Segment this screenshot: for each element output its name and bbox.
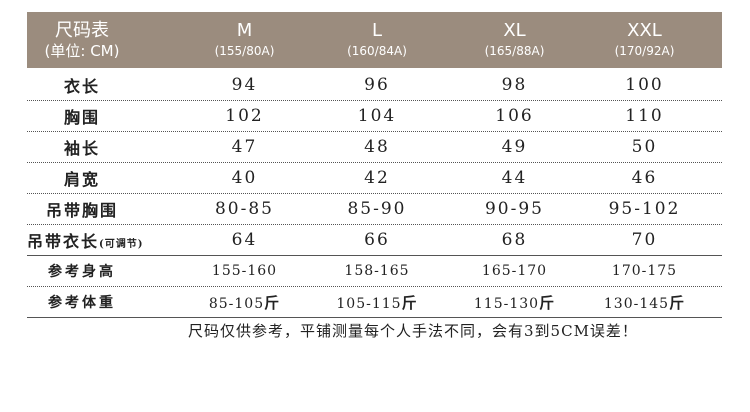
- value-text: 158-165: [344, 263, 410, 279]
- chart-title: 尺码表: [55, 20, 109, 41]
- row-value: 106: [495, 106, 534, 126]
- row-label-text: 衣长: [63, 77, 100, 96]
- row-label: 吊带衣长(可调节): [27, 228, 142, 252]
- row-label-text: 吊带衣长: [27, 232, 100, 251]
- table-row: 肩宽 40 42 44 46: [27, 163, 722, 194]
- value-text: 105-115: [336, 295, 402, 312]
- row-value: 105-115斤: [322, 292, 432, 313]
- row-value: 104: [357, 106, 397, 126]
- row-value: 48: [364, 137, 390, 157]
- row-sublabel: (可调节): [99, 239, 144, 250]
- size-spec: (170/92A): [614, 44, 675, 58]
- row-value: 49: [501, 137, 528, 157]
- row-value: 40: [231, 168, 258, 188]
- table-row: 吊带衣长(可调节) 64 66 68 70: [27, 225, 722, 256]
- unit-jin: 斤: [264, 293, 281, 312]
- row-label-text: 吊带胸围: [45, 201, 118, 220]
- row-value: 85-90: [347, 199, 407, 219]
- row-label: 参考体重: [48, 295, 116, 311]
- row-value: 100: [625, 75, 664, 95]
- row-label-text: 袖长: [63, 139, 100, 158]
- unit-jin: 斤: [401, 293, 418, 312]
- row-value: 66: [364, 230, 390, 250]
- row-value: 115-130斤: [432, 292, 597, 313]
- row-value: 44: [501, 168, 528, 188]
- row-value: 42: [364, 168, 390, 188]
- value-text: 85-105: [208, 295, 265, 312]
- value-text: 165-170: [481, 263, 548, 279]
- row-value: 155-160: [167, 263, 322, 279]
- value-text: 155-160: [211, 263, 278, 279]
- unit-label: (单位: CM): [44, 42, 120, 60]
- size-label: M: [236, 20, 253, 41]
- row-label: 吊带胸围: [27, 197, 137, 221]
- unit-jin: 斤: [539, 293, 556, 312]
- row-value: 70: [631, 230, 658, 250]
- row-label: 袖长: [27, 135, 137, 159]
- row-value: 96: [364, 75, 390, 95]
- row-label-text: 胸围: [63, 108, 100, 127]
- row-value: 165-170: [432, 263, 597, 279]
- row-value: 170-175: [597, 263, 692, 279]
- table-row: 吊带胸围 80-85 85-90 90-95 95-102: [27, 194, 722, 225]
- row-value: 110: [625, 106, 664, 126]
- table-row: 衣长 94 96 98 100: [27, 70, 722, 101]
- row-label: 肩宽: [27, 166, 137, 190]
- row-value: 158-165: [322, 263, 432, 279]
- size-spec: (165/88A): [484, 44, 545, 58]
- row-value: 90-95: [484, 199, 544, 219]
- table-header: 尺码表 (单位: CM) M (155/80A) L (160/84A) XL …: [27, 12, 722, 68]
- row-value: 50: [631, 137, 658, 157]
- row-value: 47: [231, 137, 258, 157]
- disclaimer-note: 尺码仅供参考，平铺测量每个人手法不同，会有3到5CM误差！: [188, 322, 638, 340]
- row-value: 130-145斤: [597, 292, 692, 313]
- row-value: 85-105斤: [167, 292, 322, 313]
- header-title-cell: 尺码表 (单位: CM): [27, 12, 137, 68]
- size-label: XXL: [627, 20, 662, 41]
- row-label: 参考身高: [48, 264, 116, 280]
- header-size-xxl: XXL (170/92A): [597, 12, 692, 68]
- row-label: 胸围: [27, 104, 137, 128]
- size-chart-table: 尺码表 (单位: CM) M (155/80A) L (160/84A) XL …: [27, 12, 722, 318]
- row-value: 94: [231, 75, 258, 95]
- header-size-l: L (160/84A): [322, 12, 432, 68]
- row-value: 46: [631, 168, 658, 188]
- row-value: 64: [231, 230, 258, 250]
- value-text: 170-175: [611, 263, 678, 279]
- row-value: 98: [501, 75, 528, 95]
- row-value: 80-85: [214, 199, 274, 219]
- row-value: 68: [501, 230, 528, 250]
- row-label-text: 肩宽: [63, 170, 100, 189]
- table-row: 胸围 102 104 106 110: [27, 101, 722, 132]
- header-size-xl: XL (165/88A): [432, 12, 597, 68]
- size-label: XL: [503, 20, 526, 41]
- row-value: 95-102: [608, 199, 681, 219]
- value-text: 130-145: [603, 295, 670, 312]
- reference-row: 参考身高 155-160 158-165 165-170 170-175: [27, 256, 722, 287]
- header-size-m: M (155/80A): [167, 12, 322, 68]
- size-spec: (160/84A): [347, 44, 407, 58]
- table-row: 袖长 47 48 49 50: [27, 132, 722, 163]
- size-spec: (155/80A): [214, 44, 275, 58]
- size-label: L: [371, 20, 383, 41]
- value-text: 115-130: [473, 295, 540, 312]
- reference-row: 参考体重 85-105斤 105-115斤 115-130斤 130-145斤: [27, 287, 722, 318]
- row-label: 衣长: [27, 73, 137, 97]
- row-value: 102: [225, 106, 264, 126]
- unit-jin: 斤: [669, 293, 686, 312]
